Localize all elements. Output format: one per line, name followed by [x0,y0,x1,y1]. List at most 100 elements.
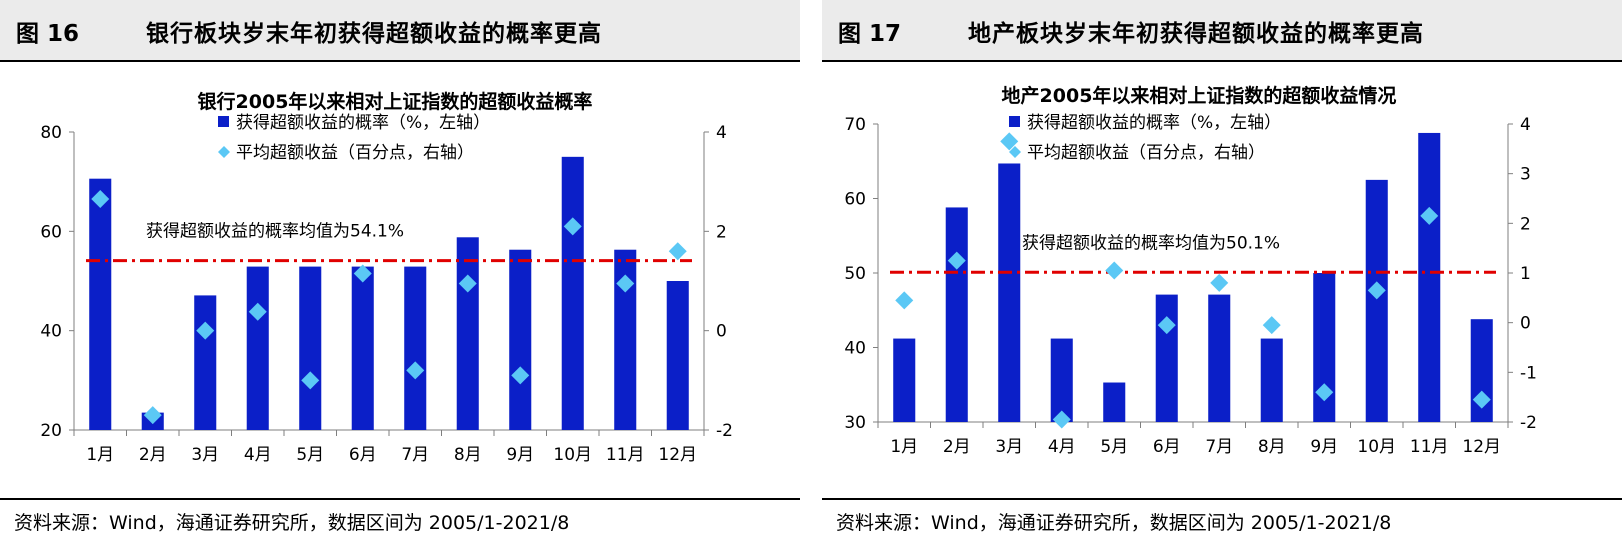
average-return-marker [1000,132,1019,151]
average-return-marker [895,291,914,310]
header-rule [0,60,800,62]
probability-bar [561,156,584,430]
x-axis-tick-label: 6月 [349,445,377,465]
source-rule [822,498,1622,500]
left-axis-tick-label: 40 [40,322,62,342]
chart-title: 地产2005年以来相对上证指数的超额收益情况 [1002,84,1397,107]
probability-bar [945,207,968,422]
probability-bar [404,266,427,430]
x-axis-tick-label: 3月 [191,445,219,465]
legend-bar-label: 获得超额收益的概率（%，左轴） [1027,113,1281,133]
left-axis-tick-label: 80 [40,123,62,143]
x-axis-tick-label: 12月 [1462,437,1501,457]
x-axis-tick-label: 2月 [943,437,971,457]
figure-title: 地产板块岁末年初获得超额收益的概率更高 [968,21,1424,47]
average-return-marker [1262,316,1281,335]
probability-bar [351,266,374,430]
x-axis-tick-label: 5月 [296,445,324,465]
figure-title: 银行板块岁末年初获得超额收益的概率更高 [146,21,602,47]
average-return-marker [1420,206,1439,225]
source-note: 资料来源：Wind，海通证券研究所，数据区间为 2005/1-2021/8 [14,512,570,534]
average-return-marker [616,274,635,293]
probability-bar [1418,132,1441,422]
probability-bar [194,295,217,430]
probability-bar [246,266,269,430]
bank-excess-return-chart: 银行2005年以来相对上证指数的超额收益概率 20 40 60 80 -2 0 2 4 1月 2月 3… [40,90,733,465]
right-axis-tick-label: -2 [1520,413,1537,433]
real-estate-excess-return-chart: 地产2005年以来相对上证指数的超额收益情况 30 40 50 60 70 -2 -1 0 1 2 3… [844,84,1537,457]
x-axis-tick-label: 3月 [995,437,1023,457]
legend-marker-label: 平均超额收益（百分点，右轴） [236,143,474,163]
probability-bar [89,178,112,430]
average-return-marker [458,274,477,293]
average-return-marker [563,217,582,236]
x-axis-tick-label: 1月 [86,445,114,465]
probability-bar [456,237,479,430]
right-axis-tick-label: 4 [716,123,727,143]
figure-header: 图 17 地产板块岁末年初获得超额收益的概率更高 [822,0,1622,62]
average-return-marker [196,321,215,340]
x-axis-tick-label: 11月 [606,445,645,465]
right-axis-tick-label: 2 [1520,214,1531,234]
x-axis-tick-label: 12月 [658,445,697,465]
right-axis-tick-label: 0 [716,322,727,342]
figure-header: 图 16 银行板块岁末年初获得超额收益的概率更高 [0,0,800,62]
probability-bar [998,163,1021,423]
x-axis-tick-label: 8月 [1258,437,1286,457]
right-axis-tick-label: -2 [716,421,733,441]
average-probability-label: 获得超额收益的概率均值为54.1% [146,222,404,242]
average-return-marker [91,190,110,209]
x-axis-tick-label: 2月 [139,445,167,465]
probability-bar [509,249,532,430]
x-axis-tick-label: 10月 [1357,437,1396,457]
legend-bar-label: 获得超额收益的概率（%，左轴） [236,113,490,133]
left-axis-tick-label: 30 [844,413,866,433]
average-return-marker [353,264,372,283]
x-axis-tick-label: 7月 [401,445,429,465]
probability-bar [1365,179,1388,422]
legend-bar-swatch [1009,116,1020,127]
x-axis-tick-label: 1月 [890,437,918,457]
left-axis-tick-label: 40 [844,339,866,359]
x-axis-tick-label: 9月 [506,445,534,465]
average-return-marker [406,361,425,380]
right-axis-tick-label: 1 [1520,264,1531,284]
average-return-marker [668,242,687,261]
probability-bar [1050,338,1073,422]
right-axis-tick-label: 0 [1520,314,1531,334]
probability-bar [299,266,322,430]
probability-bar [666,281,689,430]
probability-bar [1313,273,1336,422]
average-return-marker [511,366,530,385]
chart-title: 银行2005年以来相对上证指数的超额收益概率 [198,90,593,113]
x-axis-tick-label: 4月 [1048,437,1076,457]
figure-17-panel: 图 17 地产板块岁末年初获得超额收益的概率更高 地产2005年以来相对上证指数… [822,0,1622,540]
source-rule [0,498,800,500]
average-return-marker [1052,410,1071,429]
source-note: 资料来源：Wind，海通证券研究所，数据区间为 2005/1-2021/8 [836,512,1392,534]
legend-marker-swatch [218,146,230,158]
probability-bar [893,338,916,422]
right-axis-tick-label: 2 [716,222,727,242]
x-axis-tick-label: 10月 [553,445,592,465]
probability-bar [1103,382,1126,422]
left-axis-tick-label: 20 [40,421,62,441]
probability-bar [1208,294,1231,422]
right-axis-tick-label: -1 [1520,363,1537,383]
probability-bar [614,249,637,430]
average-return-marker [1210,273,1229,292]
average-return-marker [301,371,320,390]
left-axis-tick-label: 70 [844,115,866,135]
left-axis-tick-label: 50 [844,264,866,284]
average-return-marker [1157,316,1176,335]
average-return-marker [1315,383,1334,402]
figure-16-panel: 图 16 银行板块岁末年初获得超额收益的概率更高 银行2005年以来相对上证指数… [0,0,800,540]
average-return-marker [248,302,267,321]
x-axis-tick-label: 5月 [1100,437,1128,457]
x-axis-tick-label: 9月 [1310,437,1338,457]
probability-bar [1260,338,1283,422]
right-axis-tick-label: 4 [1520,115,1531,135]
figure-label: 图 17 [838,21,902,47]
average-return-marker [1105,261,1124,280]
average-return-marker [1367,281,1386,300]
